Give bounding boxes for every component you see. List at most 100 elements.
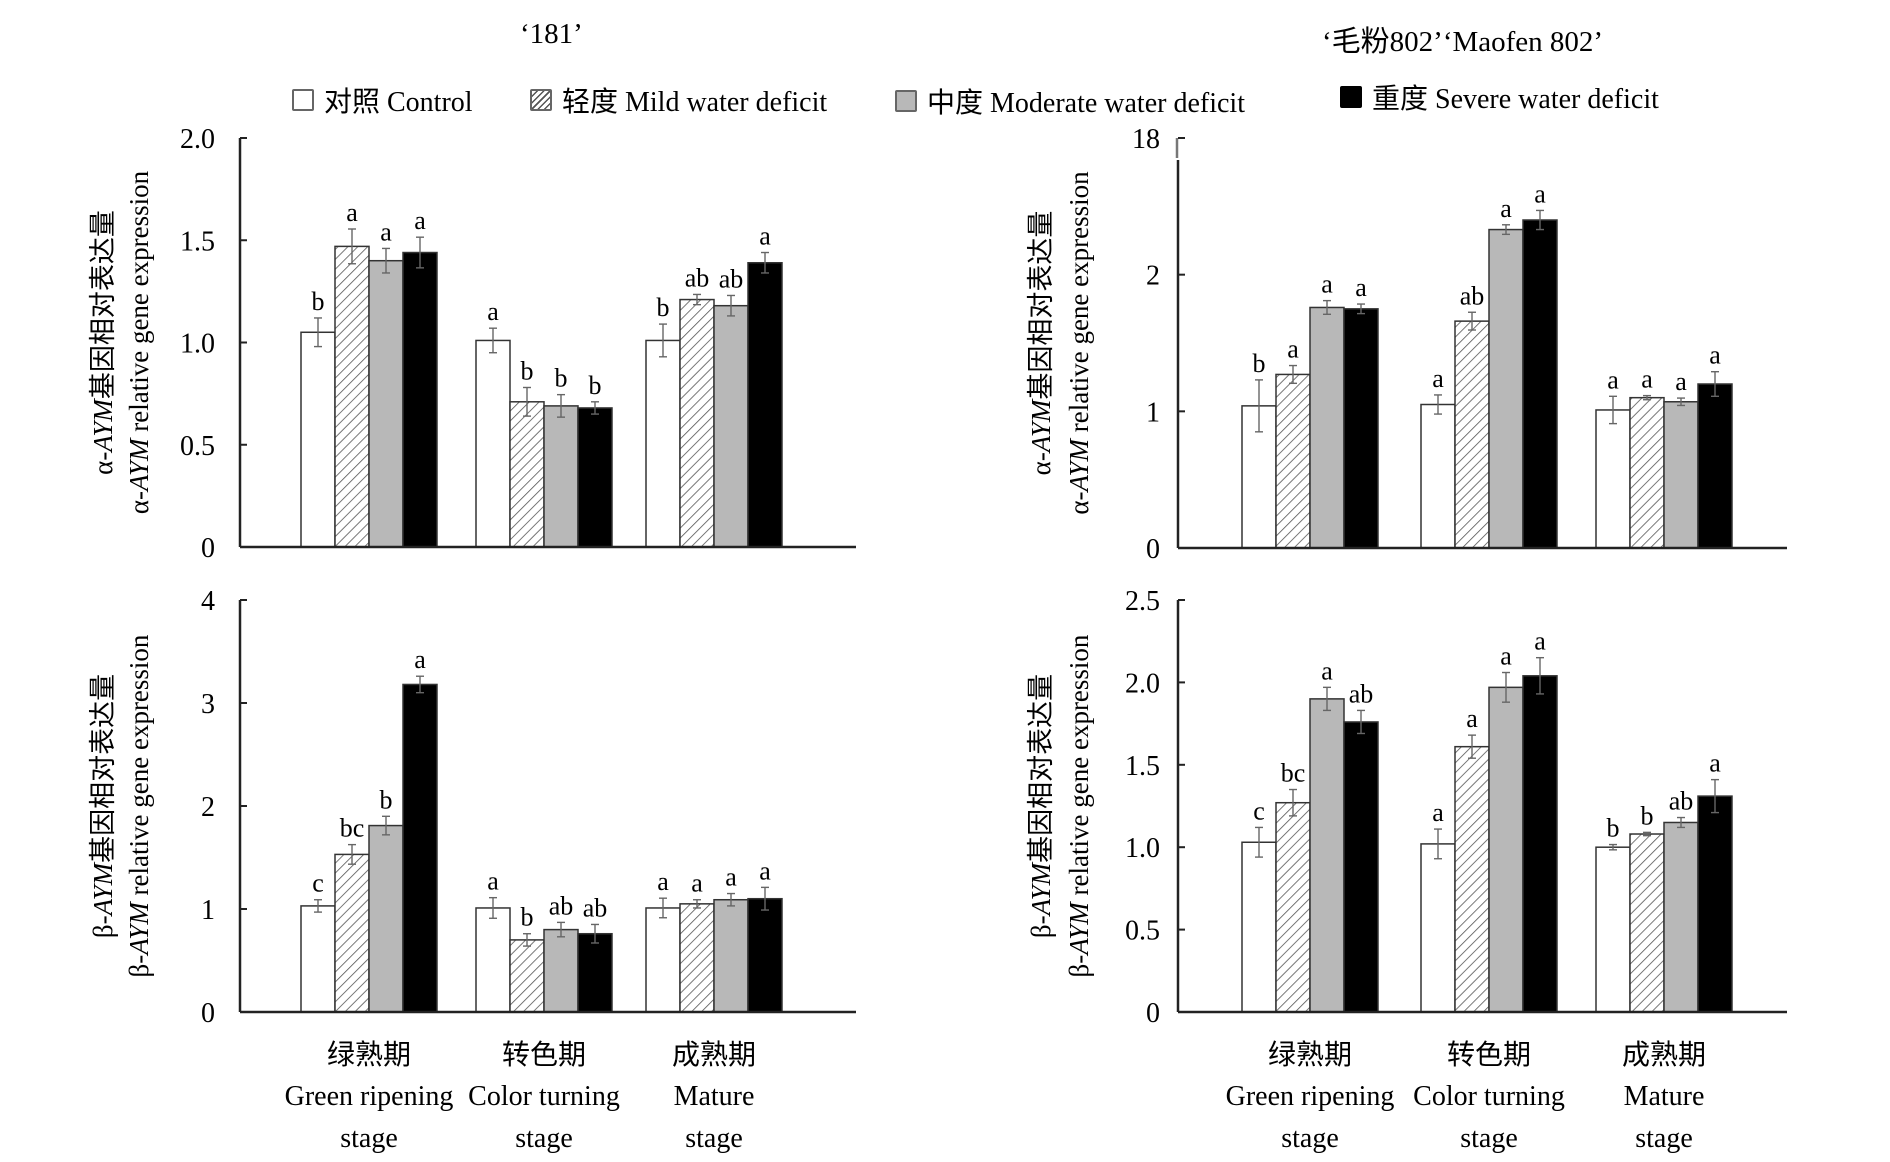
bar-mild-1 <box>509 401 545 548</box>
significance-letter: b <box>312 287 325 316</box>
y-axis-label-cn: β-AYM基因相对表达量 <box>1026 674 1056 938</box>
x-category-label-cn: 转色期 <box>502 1039 586 1071</box>
bar-mild-2 <box>1629 396 1665 549</box>
significance-letter: a <box>1641 365 1653 394</box>
legend-item-control: 对照 Control <box>292 80 473 120</box>
y-axis-label-en: α-AYM relative gene expression <box>124 170 154 514</box>
y-tick-label: 0 <box>1146 998 1160 1029</box>
bar-moderate-0 <box>1309 306 1345 549</box>
legend-item-mild: 轻度 Mild water deficit <box>530 80 827 120</box>
bar-control-0 <box>300 331 336 548</box>
bar-severe-2 <box>1697 383 1733 549</box>
bar-control-1 <box>475 907 511 1013</box>
significance-letter: b <box>657 293 670 322</box>
legend-label-mild: 轻度 Mild water deficit <box>562 87 828 118</box>
bar-control-1 <box>1420 403 1456 549</box>
significance-letter: a <box>759 222 771 251</box>
legend-label-control: 对照 Control <box>324 87 473 118</box>
bar-severe-0 <box>1343 308 1379 549</box>
bar-moderate-1 <box>1488 686 1524 1013</box>
bar-mild-0 <box>334 245 370 548</box>
bar-control-0 <box>1241 841 1277 1013</box>
bar-severe-1 <box>1522 219 1558 549</box>
bar-mild-1 <box>509 939 545 1013</box>
bar-mild-0 <box>1275 373 1311 549</box>
y-tick-label: 4 <box>201 586 215 617</box>
significance-letter: ab <box>719 264 744 293</box>
bar-severe-2 <box>747 897 783 1013</box>
x-category-label-cn: 绿熟期 <box>1268 1039 1352 1071</box>
bar-moderate-2 <box>713 898 749 1013</box>
legend-item-moderate: 中度 Moderate water deficit <box>895 81 1245 121</box>
significance-letter: ab <box>685 263 710 292</box>
x-category-label-stage: stage <box>1635 1123 1693 1154</box>
x-category-label-stage: stage <box>340 1123 398 1154</box>
significance-letter: b <box>380 785 393 814</box>
bar-severe-0 <box>402 251 438 548</box>
significance-letter: a <box>487 867 499 896</box>
significance-letter: bc <box>1281 759 1306 788</box>
bar-moderate-2 <box>1663 821 1699 1013</box>
x-category-label-cn: 成熟期 <box>1622 1039 1706 1071</box>
legend-swatch-mild <box>530 89 552 111</box>
significance-letter: ab <box>1460 281 1485 310</box>
significance-letter: ab <box>549 891 574 920</box>
significance-letter: a <box>657 867 669 896</box>
bar-mild-2 <box>1629 833 1665 1013</box>
x-category-label-en: Mature <box>1624 1081 1705 1112</box>
x-category-label-stage: stage <box>685 1123 743 1154</box>
x-category-label-en: Mature <box>674 1081 755 1112</box>
bar-mild-2 <box>679 903 715 1013</box>
y-tick-label: 18 <box>1132 124 1160 155</box>
significance-letter: a <box>1709 749 1721 778</box>
significance-letter: a <box>1432 364 1444 393</box>
significance-letter: a <box>1466 704 1478 733</box>
legend-swatch-control <box>292 89 314 111</box>
bar-severe-2 <box>747 261 783 548</box>
bar-severe-1 <box>577 932 613 1013</box>
y-tick-label: 2.0 <box>180 124 215 155</box>
bar-mild-1 <box>1454 745 1490 1013</box>
significance-letter: c <box>312 869 324 898</box>
bar-mild-1 <box>1454 320 1490 549</box>
significance-letter: a <box>1534 627 1546 656</box>
significance-letter: bc <box>340 814 365 843</box>
bar-severe-1 <box>577 407 613 548</box>
bar-severe-2 <box>1697 795 1733 1013</box>
bar-mild-2 <box>679 298 715 548</box>
significance-letter: b <box>555 364 568 393</box>
bar-moderate-1 <box>1488 228 1524 549</box>
bar-control-2 <box>645 339 681 548</box>
bar-moderate-2 <box>1663 401 1699 549</box>
significance-letter: a <box>414 206 426 235</box>
bar-mild-0 <box>334 853 370 1013</box>
significance-letter: b <box>521 356 534 385</box>
y-tick-label: 1 <box>201 895 215 926</box>
y-tick-label: 1.5 <box>180 226 215 257</box>
significance-letter: a <box>1432 798 1444 827</box>
y-tick-label: 1.0 <box>1125 833 1160 864</box>
bar-moderate-1 <box>543 928 579 1013</box>
bar-mild-0 <box>1275 801 1311 1013</box>
significance-letter: a <box>1321 656 1333 685</box>
significance-letter: a <box>1355 273 1367 302</box>
significance-letter: ab <box>1349 679 1374 708</box>
significance-letter: a <box>380 217 392 246</box>
significance-letter: a <box>1534 179 1546 208</box>
bar-moderate-1 <box>543 405 579 548</box>
x-category-label-en: Green ripening <box>285 1081 454 1112</box>
x-category-label-cn: 绿熟期 <box>327 1039 411 1071</box>
y-axis-label-cn: α-AYM基因相对表达量 <box>88 210 118 475</box>
y-tick-label: 0 <box>201 998 215 1029</box>
significance-letter: ab <box>1669 787 1694 816</box>
legend-item-severe: 重度 Severe water deficit <box>1340 77 1659 117</box>
significance-letter: b <box>1641 801 1654 830</box>
significance-letter: a <box>1500 194 1512 223</box>
y-axis-label-en: β-AYM relative gene expression <box>1064 634 1094 977</box>
y-tick-label: 0.5 <box>1125 916 1160 947</box>
y-axis-label-cn: α-AYM基因相对表达量 <box>1026 211 1056 476</box>
y-tick-label: 0 <box>201 533 215 564</box>
significance-letter: a <box>1287 335 1299 364</box>
